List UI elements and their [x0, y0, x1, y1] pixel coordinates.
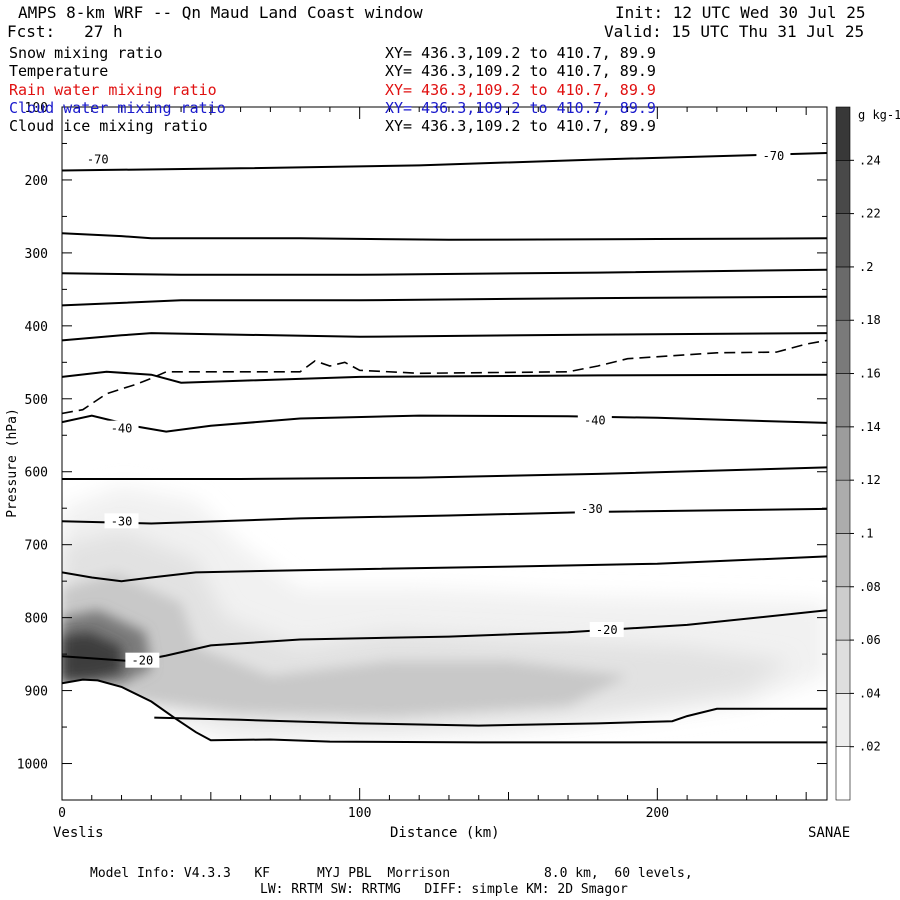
colorbar-bin	[835, 213, 851, 268]
field-xy: XY= 436.3,109.2 to 410.7, 89.9	[385, 62, 656, 80]
field-name: Cloud ice mixing ratio	[9, 117, 208, 135]
contour-label-bg	[125, 652, 160, 668]
contour-label: -70	[87, 153, 109, 167]
contour-label-bg	[104, 513, 139, 529]
colorbar-tick-label: .08	[859, 580, 881, 594]
contour-label-bg	[104, 420, 139, 436]
contour-label-bg	[756, 147, 791, 163]
colorbar-tick-label: .18	[859, 313, 881, 327]
colorbar-bin	[835, 160, 851, 214]
field-name: Snow mixing ratio	[9, 44, 163, 62]
colorbar-bin	[835, 586, 851, 641]
contour-label: -40	[584, 414, 606, 428]
temperature-contour	[62, 414, 827, 433]
field-name: Rain water mixing ratio	[9, 81, 217, 99]
y-tick-label: 300	[25, 247, 48, 262]
x-right-endpoint: SANAE	[808, 825, 851, 841]
colorbar-bin	[835, 479, 851, 534]
y-tick-label: 1000	[17, 758, 48, 773]
model-physics: LW: RRTM SW: RRTMG DIFF: simple KM: 2D S…	[260, 882, 628, 897]
temperature-contour	[62, 466, 827, 480]
colorbar-bin	[835, 106, 851, 161]
y-tick-label: 600	[25, 466, 48, 481]
temperature-contours: -70 -70 -40 -40 -30 -30 -20 -20	[62, 147, 827, 744]
contour-label: -70	[763, 149, 785, 163]
terrain-surface-line	[62, 678, 827, 744]
contour-label: -40	[111, 422, 133, 436]
y-tick-label: 900	[25, 685, 48, 700]
colorbar-tick-label: .06	[859, 633, 881, 647]
contour-label: -30	[111, 514, 133, 528]
colorbar-tick-label: .04	[859, 686, 881, 700]
colorbar-tick-label: .12	[859, 473, 881, 487]
colorbar-bin	[835, 639, 851, 694]
colorbar: .02 .04 .06 .08 .1 .12 .14 .16 .18 .2 .22 .24 g kg-1	[835, 106, 900, 801]
colorbar-bin	[835, 266, 851, 321]
colorbar-tick-label: .24	[859, 153, 881, 167]
colorbar-bin	[835, 319, 851, 374]
plot-frame	[61, 106, 828, 801]
y-tick-label: 800	[25, 612, 48, 627]
contour-label: -30	[581, 502, 603, 516]
x-tick-label: 100	[348, 806, 371, 821]
temperature-contour	[62, 232, 827, 241]
init-time: Init: 12 UTC Wed 30 Jul 25	[615, 3, 866, 22]
temperature-contour	[62, 370, 827, 384]
field-xy: XY= 436.3,109.2 to 410.7, 89.9	[385, 99, 656, 117]
contour-label-bg	[589, 622, 624, 638]
y-tick-label: 500	[25, 393, 48, 408]
temperature-contour	[154, 707, 827, 727]
plot-border	[61, 106, 828, 801]
field-name: Temperature	[9, 62, 109, 80]
temperature-contour	[62, 152, 827, 172]
field-xy: XY= 436.3,109.2 to 410.7, 89.9	[385, 117, 656, 135]
x-tick-label: 200	[646, 806, 669, 821]
contour-label-bg	[80, 151, 115, 167]
y-tick-label: 400	[25, 320, 48, 335]
colorbar-units: g kg-1	[858, 108, 900, 122]
colorbar-tick-label: .14	[859, 420, 881, 434]
field-name: Cloud water mixing ratio	[9, 99, 226, 117]
colorbar-bin	[835, 373, 851, 428]
chart-title: AMPS 8-km WRF -- Qn Maud Land Coast wind…	[18, 3, 423, 22]
colorbar-tick-label: .1	[859, 526, 873, 540]
temperature-contour	[62, 295, 827, 307]
model-info: Model Info: V4.3.3 KF MYJ PBL Morrison 8…	[90, 866, 693, 881]
axis-ticks: 100 200 300 400 500 600 700 800 900 1000 0 100 200	[17, 101, 827, 821]
colorbar-tick-label: .02	[859, 740, 881, 754]
colorbar-bin	[835, 426, 851, 481]
x-tick-label: 0	[58, 806, 66, 821]
contour-label-bg	[577, 412, 612, 428]
field-xy: XY= 436.3,109.2 to 410.7, 89.9	[385, 81, 656, 99]
contour-label-bg	[574, 500, 609, 516]
y-axis-label: Pressure (hPa)	[4, 408, 20, 518]
temperature-contour	[62, 555, 827, 583]
snow-shading	[62, 486, 827, 800]
colorbar-tick-label: .16	[859, 367, 881, 381]
colorbar-tick-label: .2	[859, 260, 873, 274]
colorbar-tick-label: .22	[859, 207, 881, 221]
forecast-hour: Fcst: 27 h	[7, 22, 123, 41]
colorbar-bin	[835, 746, 851, 801]
field-xy: XY= 436.3,109.2 to 410.7, 89.9	[385, 44, 656, 62]
dashed-contour	[62, 339, 827, 415]
y-tick-label: 200	[25, 174, 48, 189]
snow-shading-area	[62, 632, 122, 681]
y-tick-label: 700	[25, 539, 48, 554]
snow-shading-area	[62, 573, 628, 717]
colorbar-bin	[835, 693, 851, 747]
x-axis-label: Distance (km)	[390, 825, 500, 841]
y-tick-label: 100	[25, 101, 48, 116]
temperature-contour	[62, 332, 827, 342]
x-left-endpoint: Veslis	[53, 825, 104, 841]
contour-label: -20	[596, 623, 618, 637]
temperature-contour	[62, 268, 827, 276]
terrain-mask	[62, 679, 827, 800]
colorbar-bin	[835, 533, 851, 588]
contour-label: -20	[132, 654, 154, 668]
valid-time: Valid: 15 UTC Thu 31 Jul 25	[604, 22, 865, 41]
